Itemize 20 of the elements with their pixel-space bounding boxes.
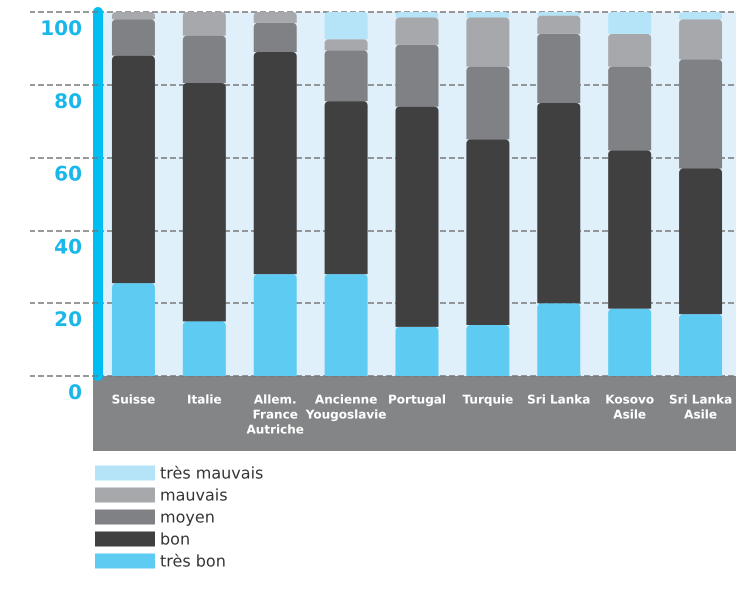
legend-label: très mauvais [160, 464, 264, 482]
legend-label: très bon [160, 552, 226, 570]
x-tick-label: Turquie [462, 392, 514, 406]
y-tick-label: 40 [54, 234, 82, 258]
x-tick-label: Allem. France Autriche [246, 392, 304, 436]
y-tick-label: 100 [40, 16, 82, 40]
x-tick-label: Sri Lanka Asile [668, 392, 732, 422]
x-tick-label: Ancienne Yougoslavie [304, 392, 386, 422]
x-tick-label: Sri Lanka [527, 392, 590, 406]
x-tick-label: Kosovo Asile [605, 392, 654, 422]
y-tick-label: 0 [68, 380, 82, 404]
y-tick-label: 20 [54, 307, 82, 332]
legend-label: bon [160, 530, 190, 548]
x-tick-label: Italie [186, 392, 222, 406]
legend-label: moyen [160, 508, 215, 526]
x-tick-label: Portugal [388, 392, 446, 406]
y-tick-label: 60 [54, 162, 82, 186]
x-tick-label: Suisse [112, 392, 156, 406]
y-tick-label: 80 [54, 88, 82, 113]
legend-label: mauvais [160, 486, 228, 504]
